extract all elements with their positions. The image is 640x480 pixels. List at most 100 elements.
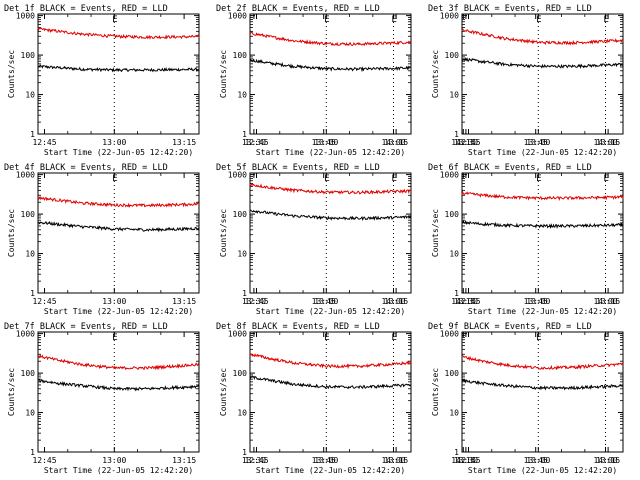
y-axis-label: Counts/sec xyxy=(219,209,228,257)
x-tick-label: 12:45 xyxy=(244,297,268,306)
x-tick-label: 12:45 xyxy=(32,456,56,465)
x-tick-label: 13:15 xyxy=(172,138,196,147)
y-tick-label: 10 xyxy=(25,250,35,259)
x-tick-label: 13:00 xyxy=(314,456,338,465)
events-series-line xyxy=(37,220,200,233)
y-tick-label: 10 xyxy=(237,250,247,259)
lld-series-line xyxy=(37,27,200,40)
y-tick-label: 100 xyxy=(21,369,36,378)
x-tick-label: 13:15 xyxy=(384,138,408,147)
panel-title: Det 8f BLACK = Events, RED = LLD xyxy=(216,322,380,332)
x-tick-label: 13:30 xyxy=(242,138,266,147)
panel-title: Det 3f BLACK = Events, RED = LLD xyxy=(428,4,592,14)
y-axis-label: Counts/sec xyxy=(219,368,228,416)
y-axis-label: Counts/sec xyxy=(431,50,440,98)
event-marker-label: E xyxy=(392,15,397,25)
lld-series-line xyxy=(249,183,412,195)
x-tick-label: 14:00 xyxy=(593,297,617,306)
x-tick-label: 13:00 xyxy=(526,456,550,465)
x-tick-label: 13:30 xyxy=(242,297,266,306)
y-tick-label: 1000 xyxy=(228,330,247,339)
x-tick-label: 13:00 xyxy=(102,297,126,306)
x-axis-label: Start Time (22-Jun-05 12:42:20) xyxy=(256,148,405,157)
panel-8: Det 8f BLACK = Events, RED = LLD Counts/s… xyxy=(216,322,618,475)
x-tick-label: 13:15 xyxy=(596,456,620,465)
x-tick-label: 14:15 xyxy=(451,297,475,306)
y-tick-label: 10 xyxy=(25,409,35,418)
x-tick-label: 13:00 xyxy=(314,138,338,147)
y-axis-label: Counts/sec xyxy=(431,209,440,257)
x-axis-label: Start Time (22-Jun-05 12:42:20) xyxy=(468,148,617,157)
y-tick-label: 1 xyxy=(454,130,459,139)
y-tick-label: 1000 xyxy=(440,171,459,180)
lld-series-line xyxy=(461,28,624,46)
event-marker-label: E xyxy=(392,174,397,184)
plot-frame xyxy=(249,13,412,135)
panel-title: Det 1f BLACK = Events, RED = LLD xyxy=(4,4,168,14)
x-tick-label: 13:15 xyxy=(172,297,196,306)
y-tick-label: 1000 xyxy=(228,171,247,180)
event-marker-label: E xyxy=(536,15,541,25)
panel-5: Det 5f BLACK = Events, RED = LLD Counts/s… xyxy=(216,163,618,316)
y-tick-label: 1 xyxy=(454,448,459,457)
x-tick-label: 13:00 xyxy=(102,138,126,147)
x-tick-label: 12:45 xyxy=(456,456,480,465)
y-tick-label: 10 xyxy=(237,91,247,100)
plot-frame xyxy=(249,172,412,294)
x-tick-label: 14:00 xyxy=(381,456,405,465)
lld-series-line xyxy=(37,353,200,371)
x-tick-label: 13:45 xyxy=(524,456,548,465)
x-tick-label: 12:45 xyxy=(32,138,56,147)
plot-frame xyxy=(249,331,412,453)
y-tick-label: 1 xyxy=(30,289,35,298)
y-axis-label: Counts/sec xyxy=(7,209,16,257)
x-tick-label: 13:00 xyxy=(526,138,550,147)
x-axis-label: Start Time (22-Jun-05 12:42:20) xyxy=(468,466,617,475)
x-tick-label: 13:15 xyxy=(596,138,620,147)
panel-4: Det 4f BLACK = Events, RED = LLD Counts/s… xyxy=(4,163,476,316)
events-series-line xyxy=(37,378,200,392)
panel-1: Det 1f BLACK = Events, RED = LLD Counts/s… xyxy=(4,4,476,157)
panel-title: Det 2f BLACK = Events, RED = LLD xyxy=(216,4,380,14)
lld-series-line xyxy=(249,352,412,370)
y-tick-label: 10 xyxy=(449,409,459,418)
event-marker-label: E xyxy=(324,333,329,343)
x-tick-label: 14:00 xyxy=(381,297,405,306)
y-axis-label: Counts/sec xyxy=(7,50,16,98)
y-tick-label: 100 xyxy=(445,51,460,60)
y-tick-label: 1000 xyxy=(228,12,247,21)
panel-2: Det 2f BLACK = Events, RED = LLD Counts/s… xyxy=(216,4,618,157)
lld-series-line xyxy=(461,354,624,371)
y-axis-label: Counts/sec xyxy=(219,50,228,98)
y-tick-label: 100 xyxy=(233,369,248,378)
event-marker-label: E xyxy=(536,333,541,343)
x-axis-label: Start Time (22-Jun-05 12:42:20) xyxy=(44,466,193,475)
event-marker-label: E xyxy=(392,333,397,343)
x-tick-label: 13:45 xyxy=(312,138,336,147)
plot-frame xyxy=(461,331,624,453)
lld-series-line xyxy=(249,31,412,47)
x-tick-label: 13:30 xyxy=(454,138,478,147)
plot-frame xyxy=(37,331,200,453)
y-tick-label: 1 xyxy=(30,130,35,139)
x-tick-label: 14:00 xyxy=(593,138,617,147)
event-marker-label: E xyxy=(604,15,609,25)
events-series-line xyxy=(461,57,624,69)
x-axis-label: Start Time (22-Jun-05 12:42:20) xyxy=(256,307,405,316)
panel-title: Det 7f BLACK = Events, RED = LLD xyxy=(4,322,168,332)
x-axis-label: Start Time (22-Jun-05 12:42:20) xyxy=(44,148,193,157)
event-marker-label: E xyxy=(112,174,117,184)
panel-9: Det 9f BLACK = Events, RED = LLD Counts/s… xyxy=(428,322,624,475)
plot-frame xyxy=(37,13,200,135)
x-tick-label: 13:45 xyxy=(524,297,548,306)
events-series-line xyxy=(461,378,624,391)
x-tick-label: 13:15 xyxy=(384,297,408,306)
x-tick-label: 14:00 xyxy=(593,456,617,465)
events-series-line xyxy=(249,375,412,390)
y-tick-label: 100 xyxy=(445,369,460,378)
x-tick-label: 13:45 xyxy=(312,456,336,465)
x-axis-label: Start Time (22-Jun-05 12:42:20) xyxy=(468,307,617,316)
x-tick-label: 13:45 xyxy=(524,138,548,147)
x-tick-label: 13:00 xyxy=(102,456,126,465)
y-tick-label: 1000 xyxy=(440,330,459,339)
